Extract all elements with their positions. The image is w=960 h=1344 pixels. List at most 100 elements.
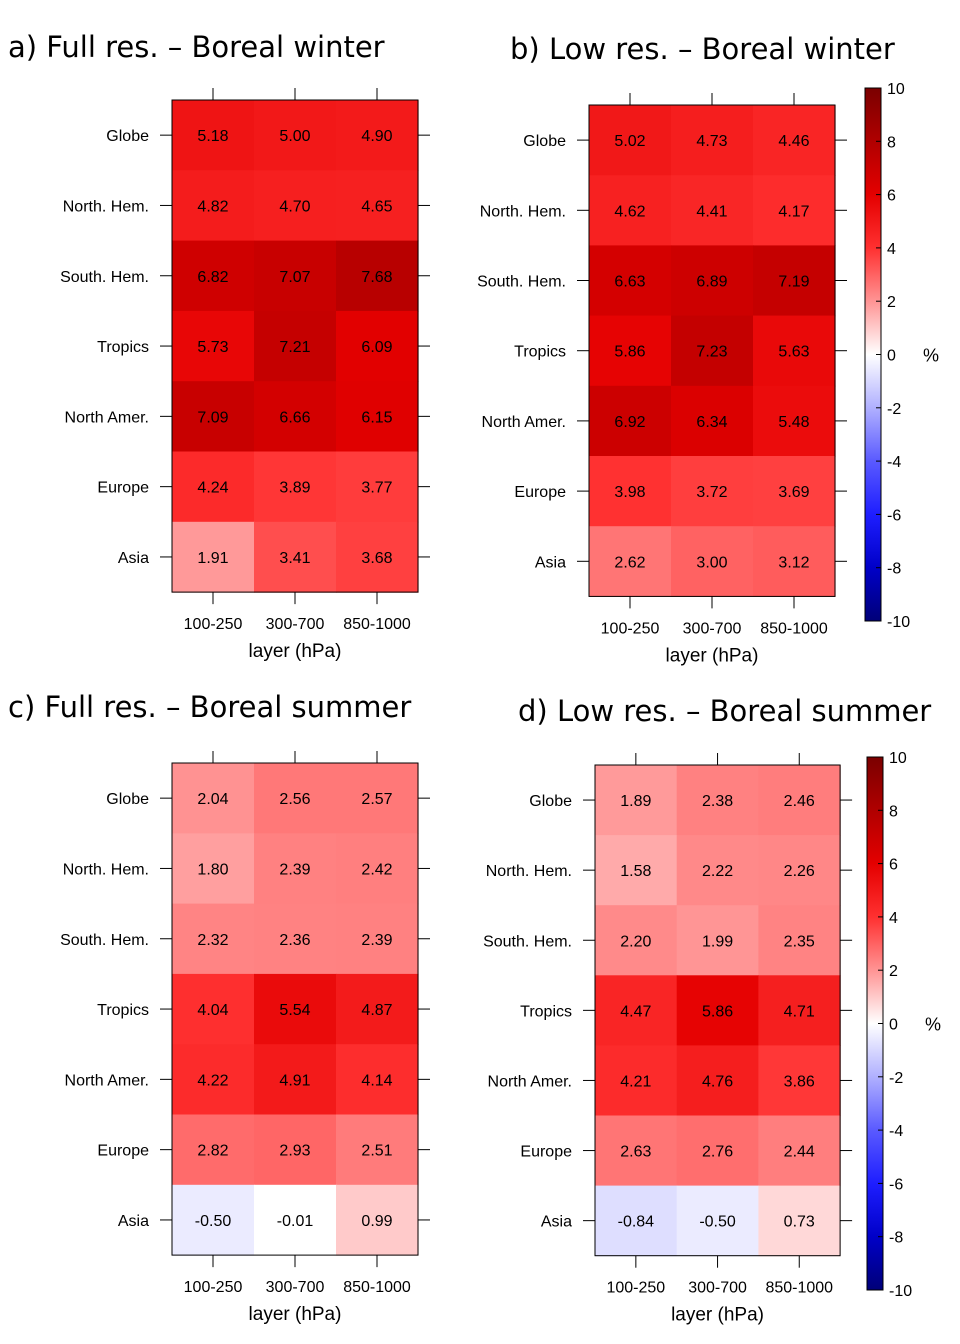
colorbar-tick-label: -8 bbox=[887, 561, 901, 578]
heatmap-cell bbox=[254, 833, 337, 905]
heatmap-cell bbox=[336, 1114, 419, 1186]
cell-value-label: 3.72 bbox=[696, 484, 727, 501]
heatmap-panel: b) Low res. – Boreal winter 5.02 4.73 4.46 4… bbox=[477, 32, 895, 666]
heatmap-cell bbox=[589, 385, 672, 457]
column-label: 850-1000 bbox=[765, 1280, 833, 1297]
cell-value-label: 6.34 bbox=[696, 414, 727, 431]
colorbar-tick-label: -2 bbox=[889, 1070, 903, 1087]
heatmap-cell bbox=[172, 381, 255, 453]
heatmap-cell bbox=[753, 175, 836, 246]
heatmap-cell bbox=[589, 245, 672, 317]
heatmap-cell bbox=[254, 240, 337, 312]
colorbar-tick-label: 0 bbox=[887, 348, 896, 365]
cell-value-label: 2.62 bbox=[614, 554, 645, 571]
column-label: 300-700 bbox=[688, 1280, 747, 1297]
heatmap-cell bbox=[753, 105, 836, 176]
row-label: South. Hem. bbox=[60, 269, 149, 286]
heatmap-cell bbox=[676, 1115, 759, 1187]
cell-value-label: 2.82 bbox=[197, 1143, 228, 1160]
colorbar-unit-label: % bbox=[925, 1015, 941, 1035]
heatmap-cell bbox=[254, 521, 337, 593]
heatmap-cell bbox=[172, 1044, 255, 1116]
column-label: 100-250 bbox=[184, 616, 243, 633]
heatmap-cell bbox=[336, 973, 419, 1045]
heatmap-cell bbox=[595, 905, 678, 976]
heatmap-cell bbox=[172, 521, 255, 593]
heatmap-cell bbox=[671, 315, 754, 387]
heatmap-cell bbox=[172, 1114, 255, 1186]
heatmap-cell bbox=[595, 1115, 678, 1187]
column-label: 300-700 bbox=[266, 1279, 325, 1296]
cell-value-label: 2.56 bbox=[279, 791, 310, 808]
heatmap-cell bbox=[676, 975, 759, 1046]
cell-value-label: 2.20 bbox=[620, 933, 651, 950]
heatmap-cell bbox=[172, 451, 255, 523]
row-label: Europe bbox=[520, 1144, 572, 1161]
cell-value-label: 4.22 bbox=[197, 1072, 228, 1089]
heatmap-panel: c) Full res. – Boreal summer 2.04 2.56 2.57… bbox=[8, 690, 430, 1325]
row-label: Tropics bbox=[97, 1002, 149, 1019]
heatmap-cell bbox=[758, 1045, 841, 1117]
colorbar-tick-label: 8 bbox=[887, 134, 896, 151]
colorbar-tick-label: 4 bbox=[887, 241, 896, 258]
heatmap-cell bbox=[595, 835, 678, 906]
row-label: Asia bbox=[541, 1214, 572, 1231]
cell-value-label: 6.15 bbox=[361, 409, 392, 426]
cell-value-label: 3.68 bbox=[361, 550, 392, 567]
row-label: Europe bbox=[97, 480, 149, 497]
cell-value-label: -0.01 bbox=[277, 1213, 314, 1230]
colorbar-tick-label: -10 bbox=[887, 614, 910, 631]
cell-value-label: 4.21 bbox=[620, 1073, 651, 1090]
cell-value-label: 5.54 bbox=[279, 1002, 310, 1019]
heatmap-cell bbox=[671, 456, 754, 527]
cell-value-label: 4.62 bbox=[614, 203, 645, 220]
cell-value-label: 2.51 bbox=[361, 1143, 392, 1160]
cell-value-label: 3.86 bbox=[784, 1073, 815, 1090]
heatmap-cell bbox=[336, 310, 419, 382]
cell-value-label: 4.87 bbox=[361, 1002, 392, 1019]
cell-value-label: 4.47 bbox=[620, 1003, 651, 1020]
column-label: 100-250 bbox=[184, 1279, 243, 1296]
colorbar-tick-label: -4 bbox=[887, 454, 901, 471]
colorbar-tick-label: -6 bbox=[889, 1176, 903, 1193]
row-label: Tropics bbox=[520, 1003, 572, 1020]
colorbar-tick-label: -10 bbox=[889, 1283, 912, 1300]
cell-value-label: 5.48 bbox=[778, 414, 809, 431]
heatmap-cell bbox=[254, 1044, 337, 1116]
heatmap-cell bbox=[172, 1184, 255, 1256]
cell-value-label: 4.14 bbox=[361, 1072, 392, 1089]
cell-value-label: 7.68 bbox=[361, 269, 392, 286]
cell-value-label: 2.35 bbox=[784, 933, 815, 950]
cell-value-label: 2.57 bbox=[361, 791, 392, 808]
row-label: North Amer. bbox=[65, 409, 149, 426]
heatmap-cell bbox=[589, 456, 672, 527]
cell-value-label: 3.98 bbox=[614, 484, 645, 501]
row-label: North. Hem. bbox=[480, 203, 566, 220]
heatmap-cell bbox=[336, 1184, 419, 1256]
cell-value-label: 2.93 bbox=[279, 1143, 310, 1160]
cell-value-label: 6.63 bbox=[614, 274, 645, 291]
heatmap-cell bbox=[172, 240, 255, 312]
row-label: North Amer. bbox=[65, 1072, 149, 1089]
x-axis-label: layer (hPa) bbox=[671, 1305, 764, 1326]
column-label: 100-250 bbox=[601, 620, 660, 637]
cell-value-label: 5.73 bbox=[197, 339, 228, 356]
row-label: Europe bbox=[514, 484, 566, 501]
cell-value-label: 7.07 bbox=[279, 269, 310, 286]
cell-value-label: 4.65 bbox=[361, 198, 392, 215]
heatmap-cell bbox=[172, 903, 255, 975]
cell-value-label: 2.39 bbox=[279, 861, 310, 878]
heatmap-cell bbox=[336, 240, 419, 312]
heatmap-cell bbox=[336, 521, 419, 593]
heatmap-cell bbox=[589, 526, 672, 597]
heatmap-cell bbox=[336, 170, 419, 242]
row-label: North. Hem. bbox=[486, 863, 572, 880]
heatmap-cell bbox=[254, 1114, 337, 1186]
colorbar-tick-label: 0 bbox=[889, 1017, 898, 1034]
cell-value-label: 3.00 bbox=[696, 554, 727, 571]
heatmap-cell bbox=[671, 105, 754, 176]
cell-value-label: 1.89 bbox=[620, 793, 651, 810]
row-label: Asia bbox=[118, 1213, 149, 1230]
heatmap-cell bbox=[753, 245, 836, 317]
row-label: Tropics bbox=[514, 344, 566, 361]
